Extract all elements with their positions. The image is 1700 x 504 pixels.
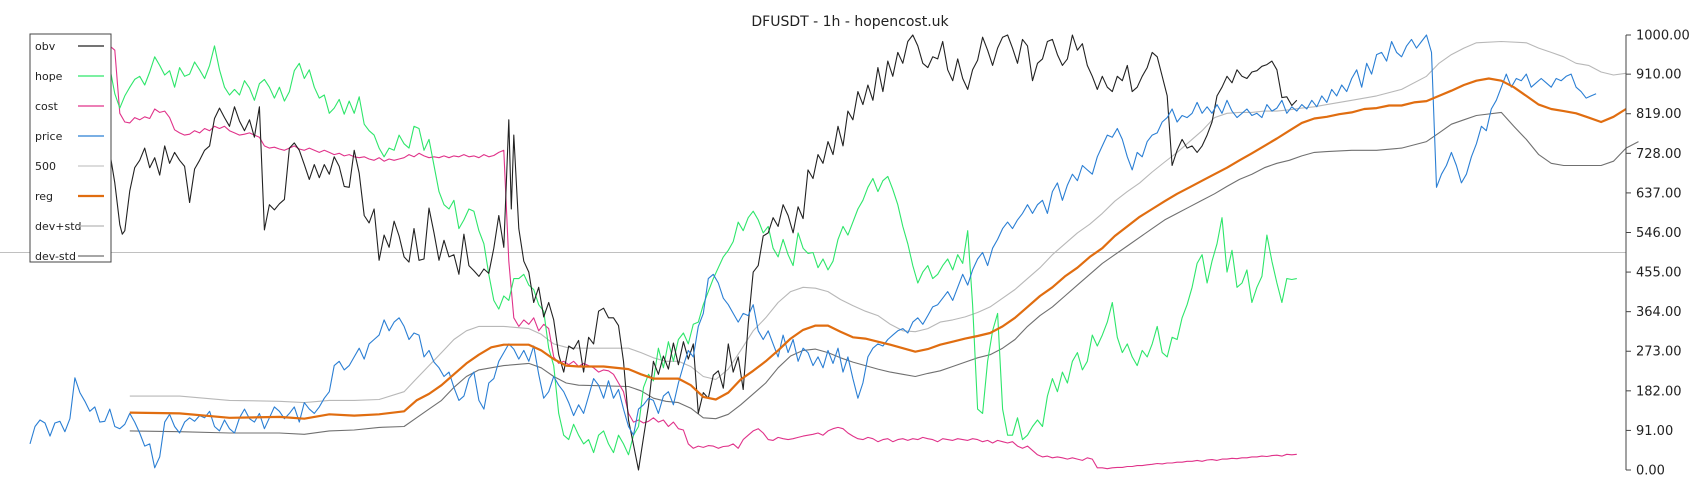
legend-item: dev+std: [35, 220, 104, 233]
series-line-dev-std: [129, 40, 1627, 404]
y-tick-label: 364.00: [1636, 305, 1682, 320]
series-layer: [0, 34, 1639, 471]
y-tick-label: 546.00: [1636, 226, 1682, 241]
legend-item: obv: [35, 40, 104, 53]
series-line-obv: [64, 34, 1298, 471]
series-line-hope: [64, 44, 1297, 456]
legend-label: obv: [35, 40, 56, 53]
series-line-reg: [129, 77, 1627, 420]
legend-item: reg: [35, 190, 104, 203]
y-tick-label: 1000.00: [1636, 29, 1690, 44]
legend-item: dev-std: [35, 250, 104, 263]
y-tick-label: 728.00: [1636, 147, 1682, 162]
legend-item: hope: [35, 70, 104, 83]
y-tick-label: 0.00: [1636, 464, 1665, 479]
legend-label: dev-std: [35, 250, 76, 263]
legend-label: dev+std: [35, 220, 82, 233]
y-axis: 1000.00 910.00 819.00 728.00 637.00 546.00 455…: [1626, 29, 1690, 479]
legend-label: price: [35, 130, 63, 143]
series-line-dev-std: [129, 111, 1639, 435]
legend-item: cost: [35, 100, 104, 113]
series-line-cost: [64, 42, 1297, 470]
y-tick-label: 455.00: [1636, 266, 1682, 281]
legend: obv hope cost price 500 reg dev+std dev-std: [29, 33, 112, 263]
legend-item: 500: [35, 160, 104, 173]
legend-label: 500: [35, 160, 56, 173]
y-tick-label: 637.00: [1636, 186, 1682, 201]
series-line-price: [29, 34, 1597, 469]
chart-title: DFUSDT - 1h - hopencost.uk: [751, 14, 949, 30]
y-tick-label: 182.00: [1636, 384, 1682, 399]
y-tick-label: 273.00: [1636, 345, 1682, 360]
y-tick-label: 91.00: [1636, 424, 1673, 439]
y-tick-label: 819.00: [1636, 107, 1682, 122]
legend-label: hope: [35, 70, 63, 83]
legend-item: price: [35, 130, 104, 143]
legend-box: [29, 33, 112, 263]
legend-label: cost: [35, 100, 59, 113]
legend-label: reg: [35, 190, 53, 203]
y-tick-label: 910.00: [1636, 68, 1682, 83]
